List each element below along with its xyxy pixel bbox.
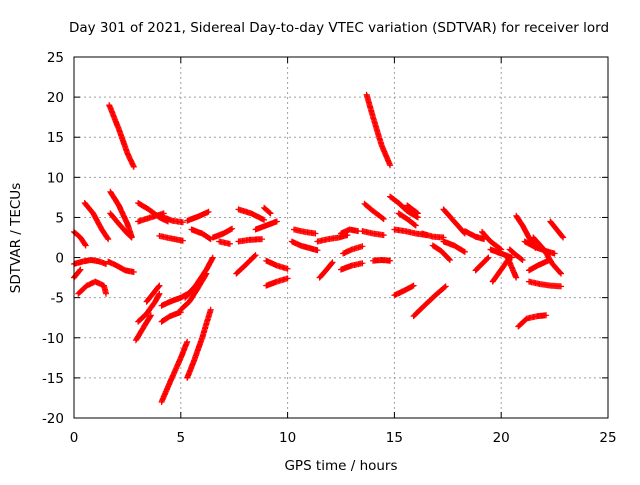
data-track-33 (404, 202, 421, 217)
data-track-37 (419, 230, 447, 241)
data-track-13 (216, 238, 233, 247)
data-track-43 (479, 228, 505, 253)
data-track-9 (156, 232, 186, 244)
data-track-24 (316, 259, 336, 281)
data-track-28 (359, 228, 387, 239)
axis-ticks: 0 5 10 15 20 25 25 20 15 10 5 0 -5 -10 -15 -20 (42, 50, 617, 446)
data-track-54 (547, 218, 567, 241)
data-track-5 (107, 210, 135, 241)
data-track-0 (106, 102, 137, 170)
y-axis-label: SDTVAR / TECUs (8, 183, 24, 293)
data-track-38 (429, 242, 453, 263)
data-track-40 (440, 238, 468, 255)
data-track-26 (338, 260, 366, 273)
plot-frame (73, 56, 609, 419)
y-tick-label: -20 (42, 411, 64, 427)
data-track-60 (135, 290, 163, 325)
data-track-25 (338, 226, 362, 237)
data-track-30 (361, 200, 387, 222)
data-track-66 (182, 254, 216, 301)
x-tick-label: 10 (279, 430, 296, 446)
data-track-64 (158, 338, 191, 405)
x-tick-label: 20 (493, 430, 510, 446)
data-track-67 (184, 306, 214, 381)
data-track-50 (526, 257, 552, 274)
data-track-56 (75, 278, 109, 297)
data-track-7 (135, 210, 167, 225)
data-track-51 (515, 312, 550, 330)
data-track-10 (184, 208, 212, 224)
x-tick-label: 15 (386, 430, 403, 446)
data-track-63 (158, 309, 184, 325)
data-track-41 (461, 228, 488, 243)
data-track-20 (263, 275, 291, 289)
y-tick-label: -5 (51, 291, 64, 307)
y-tick-label: 10 (47, 170, 64, 186)
y-tick-label: 5 (55, 210, 64, 226)
data-track-46 (504, 254, 520, 281)
data-track-58 (105, 258, 137, 275)
data-track-55 (71, 257, 109, 267)
y-tick-label: 20 (47, 90, 64, 106)
data-track-31 (387, 193, 421, 221)
x-tick-label: 25 (599, 430, 616, 446)
data-track-27 (340, 243, 366, 257)
x-axis-label: GPS time / hours (284, 458, 397, 474)
y-tick-label: 25 (47, 50, 64, 66)
data-track-61 (143, 282, 163, 305)
y-tick-label: -15 (42, 371, 64, 387)
y-tick-label: -10 (42, 331, 64, 347)
data-track-2 (81, 200, 112, 243)
data-track-16 (252, 218, 280, 233)
y-tick-label: 0 (55, 251, 64, 267)
data-track-1 (363, 91, 394, 169)
chart-title: Day 301 of 2021, Sidereal Day-to-day VTE… (69, 20, 609, 36)
x-tick-label: 5 (177, 430, 186, 446)
data-track-4 (107, 188, 135, 240)
data-track-14 (235, 206, 268, 223)
data-track-22 (291, 226, 319, 237)
data-track-32 (395, 210, 419, 229)
data-track-29 (370, 257, 394, 264)
data-marks (71, 91, 567, 405)
data-track-21 (288, 238, 321, 254)
data-track-12 (209, 225, 236, 241)
data-track-65 (177, 270, 210, 313)
data-track-57 (71, 266, 84, 281)
data-track-36 (410, 283, 449, 320)
data-track-47 (506, 246, 526, 263)
data-track-8 (160, 214, 186, 226)
data-track-17 (261, 204, 274, 217)
data-track-15 (235, 236, 265, 245)
y-tick-label: 15 (47, 130, 64, 146)
data-track-35 (391, 282, 417, 299)
data-track-59 (132, 312, 154, 344)
data-track-11 (188, 226, 214, 243)
data-track-23 (314, 232, 351, 245)
x-tick-label: 0 (70, 430, 79, 446)
data-track-19 (263, 257, 291, 272)
data-track-42 (472, 254, 492, 274)
data-track-18 (233, 252, 259, 277)
data-track-53 (530, 234, 564, 277)
data-track-52 (526, 278, 564, 290)
